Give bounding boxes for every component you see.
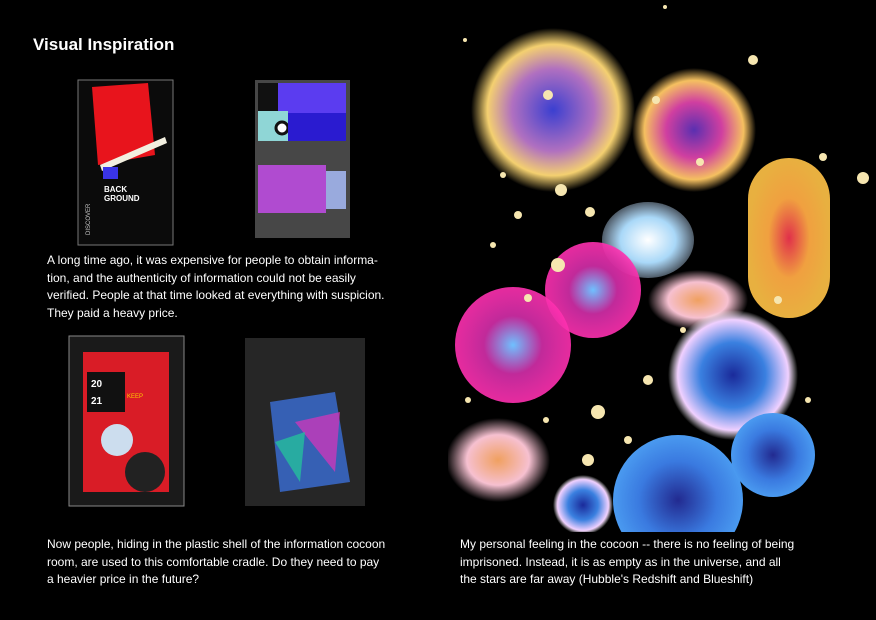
block: [288, 113, 346, 141]
line: the stars are far away (Hubble's Redshif…: [460, 572, 754, 586]
poster-text: BACK: [104, 185, 127, 194]
poster-text: 21: [91, 396, 103, 407]
poster-text: DISCOVER: [86, 203, 92, 235]
bubble: [613, 435, 743, 532]
block: [278, 83, 346, 113]
paragraph: A long time ago, it was expensive for pe…: [47, 252, 385, 322]
line: imprisoned. Instead, it is as empty as i…: [460, 554, 781, 569]
bubble: [471, 28, 635, 192]
line: tion, and the authenticity of informatio…: [47, 270, 356, 285]
poster-1-red: [92, 83, 155, 165]
line: A long time ago, it was expensive for pe…: [47, 253, 378, 267]
poster-1-blue: [103, 167, 118, 179]
line: Now people, hiding in the plastic shell …: [47, 537, 386, 551]
block: [87, 372, 125, 412]
paragraph: My personal feeling in the cocoon -- the…: [460, 536, 794, 589]
poster-1-bar: [100, 137, 167, 171]
line: They paid a heavy price.: [47, 305, 178, 320]
bubble: [448, 418, 550, 502]
bubble: [668, 310, 798, 440]
shape: [295, 412, 340, 472]
shape: [275, 432, 305, 482]
top-posters: BACK GROUND DISCOVER: [77, 79, 350, 246]
bubble: [553, 475, 613, 532]
bubble: [748, 158, 830, 318]
block: [258, 165, 326, 213]
bubbles-image: [448, 5, 869, 532]
line: a heavier price in the future?: [47, 572, 200, 586]
block: [326, 171, 346, 209]
block: [258, 83, 278, 111]
shape: [125, 452, 165, 492]
bubble: [455, 287, 571, 403]
line: verified. People at that time looked at …: [47, 288, 385, 302]
bottom-posters: 20 21 KEEP: [68, 335, 365, 507]
paragraph: Now people, hiding in the plastic shell …: [47, 536, 385, 589]
bubble: [731, 413, 815, 497]
stars: [463, 5, 869, 466]
bubble: [632, 68, 756, 192]
poster-text: GROUND: [104, 194, 140, 203]
line: room, are used to this comfortable cradl…: [47, 554, 380, 569]
bubble: [545, 242, 641, 338]
shape: [101, 424, 133, 456]
poster-text: 20: [91, 379, 103, 390]
title: Visual Inspiration: [33, 35, 175, 54]
eye: [274, 120, 290, 136]
line: My personal feeling in the cocoon -- the…: [460, 537, 795, 551]
poster-text: KEEP: [127, 394, 143, 400]
